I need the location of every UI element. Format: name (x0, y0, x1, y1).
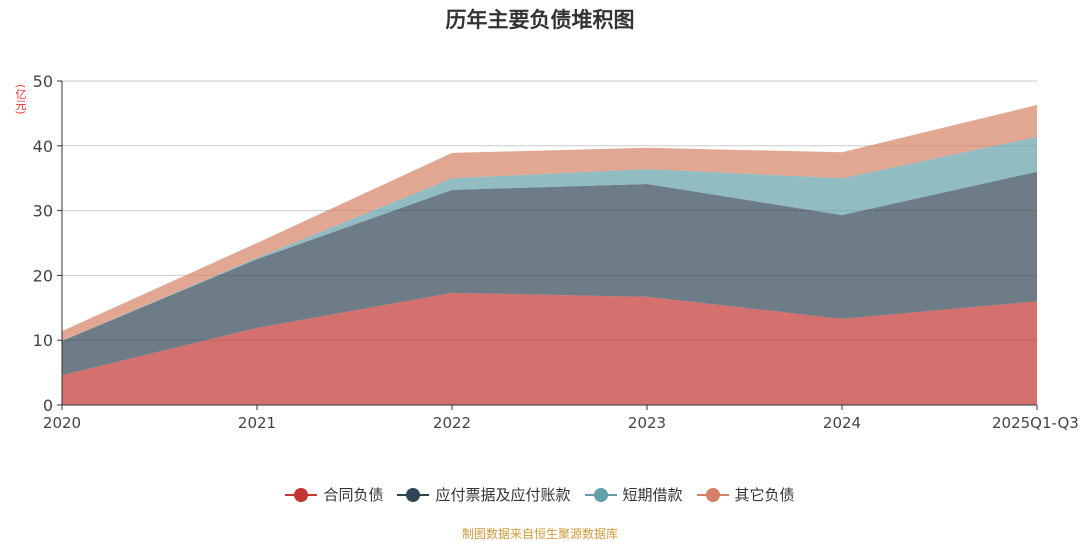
legend-label: 短期借款 (622, 486, 683, 504)
chart-title: 历年主要负债堆积图 (445, 8, 635, 32)
area-3 (62, 104, 1037, 341)
legend-marker-icon (584, 487, 617, 502)
legend-label: 合同负债 (323, 486, 384, 504)
legend-marker-icon (285, 487, 318, 502)
legend-item[interactable]: 应付票据及应付账款 (397, 484, 571, 505)
legend-marker-icon (397, 487, 430, 502)
area-2 (62, 136, 1037, 341)
y-tick-label: 30 (33, 202, 53, 221)
y-tick-label: 20 (33, 266, 53, 285)
y-tick-label: 40 (33, 137, 53, 156)
legend-label: 应付票据及应付账款 (435, 486, 571, 504)
area-0 (62, 292, 1037, 405)
y-axis-unit: (亿元) (14, 84, 27, 115)
legend-marker-icon (696, 487, 729, 502)
legend-item[interactable]: 短期借款 (584, 484, 683, 505)
x-tick-label: 2024 (823, 414, 861, 432)
x-tick-label: 2023 (628, 414, 666, 432)
x-tick-label: 2020 (43, 414, 81, 432)
area-1 (62, 171, 1037, 376)
y-tick-label: 0 (43, 396, 53, 415)
source-footer: 制图数据来自恒生聚源数据库 (461, 527, 618, 541)
x-tick-label: 2021 (238, 414, 276, 432)
x-tick-label: 2022 (433, 414, 471, 432)
legend-item[interactable]: 其它负债 (696, 484, 795, 505)
x-tick-label: 2025Q1-Q3 (992, 414, 1079, 432)
legend: 合同负债 应付票据及应付账款 短期借款 其它负债 (0, 484, 1080, 505)
y-tick-label: 50 (33, 72, 53, 91)
y-tick-label: 10 (33, 331, 53, 350)
legend-label: 其它负债 (734, 486, 795, 504)
legend-item[interactable]: 合同负债 (285, 484, 383, 505)
